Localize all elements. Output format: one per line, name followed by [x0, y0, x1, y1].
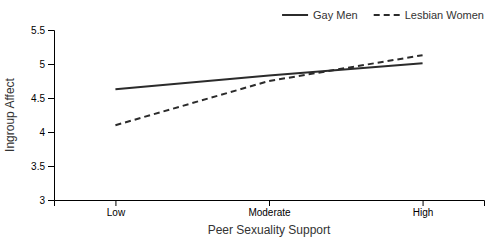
tick: 3 — [39, 195, 54, 206]
tick: 4.5 — [31, 93, 54, 104]
legend-item: Lesbian Women — [374, 9, 484, 21]
tick: 5 — [39, 59, 54, 70]
tick-label: 5 — [39, 59, 45, 70]
plot: Low Moderate High 3 3.5 4 4.5 5 5.5 — [31, 25, 484, 218]
legend-swatch — [282, 14, 308, 16]
tick-label: 3.5 — [31, 161, 45, 172]
y-axis-title: Ingroup Affect — [3, 77, 17, 152]
tick-label: 4 — [39, 127, 45, 138]
tick-label: 3 — [39, 195, 45, 206]
tick-mark — [48, 200, 54, 201]
tick-label: Low — [107, 207, 126, 218]
tick: Moderate — [248, 200, 291, 218]
tick-mark — [48, 132, 54, 133]
tick: 3.5 — [31, 161, 54, 172]
tick: 5.5 — [31, 25, 54, 36]
x-axis-title: Peer Sexuality Support — [208, 223, 331, 237]
legend-label: Lesbian Women — [405, 9, 484, 21]
tick-label: High — [413, 207, 434, 218]
y-axis: 3 3.5 4 4.5 5 5.5 — [31, 25, 54, 206]
line — [115, 55, 422, 125]
tick-mark — [48, 30, 54, 31]
x-axis: Low Moderate High — [55, 200, 485, 218]
tick-mark — [48, 64, 54, 65]
tick-mark — [269, 200, 270, 206]
line — [115, 63, 422, 89]
tick-label: 4.5 — [31, 93, 45, 104]
tick-label: Moderate — [248, 207, 291, 218]
axis-line — [55, 201, 485, 207]
lines — [115, 55, 422, 125]
tick-label: 5.5 — [31, 25, 45, 36]
tick-mark — [48, 98, 54, 99]
tick: 4 — [39, 127, 54, 138]
tick: Low — [107, 200, 126, 218]
tick-mark — [48, 166, 54, 167]
axis-line — [48, 31, 55, 201]
tick-mark — [423, 200, 424, 206]
legend-label: Gay Men — [313, 9, 358, 21]
legend: Gay Men Lesbian Women — [282, 9, 484, 21]
tick-mark — [115, 200, 116, 206]
legend-swatch — [374, 14, 400, 16]
chart: Low Moderate High 3 3.5 4 4.5 5 5.5 Peer Sexualit… — [0, 0, 500, 242]
tick: High — [413, 200, 434, 218]
legend-item: Gay Men — [282, 9, 358, 21]
